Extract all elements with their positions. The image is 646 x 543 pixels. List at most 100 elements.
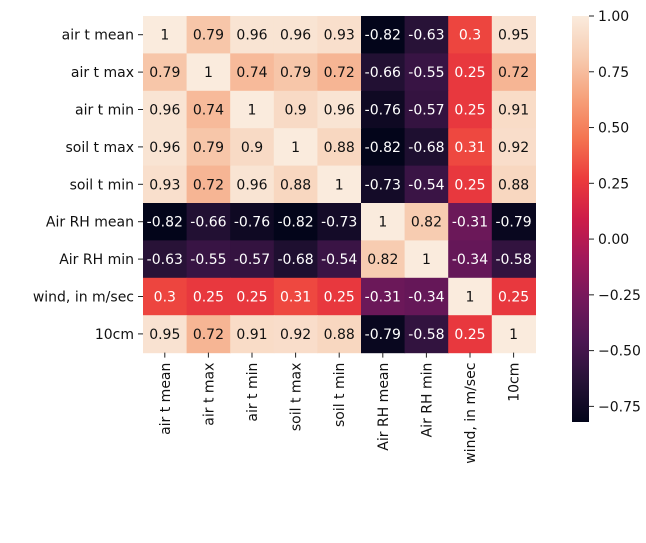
heatmap-cell [143,53,188,92]
cell-value-label: -0.31 [452,215,488,231]
cell-value-label: -0.54 [321,252,357,268]
cell-value-label: -0.82 [365,28,401,44]
heatmap-cell [491,128,536,167]
heatmap-cell [186,165,231,204]
cell-value-label: -0.54 [408,177,444,193]
heatmap-cell [404,165,449,204]
heatmap-cell [448,16,493,54]
heatmap-cell [186,53,231,92]
cell-value-label: 0.96 [280,28,311,44]
cell-value-label: -0.58 [408,327,444,343]
heatmap-cell [230,53,275,92]
cell-value-label: 0.92 [280,327,311,343]
heatmap-cell [361,16,406,54]
heatmap-cell [361,315,406,354]
cell-value-label: -0.68 [277,252,313,268]
cell-value-label: 0.9 [284,103,306,119]
row-label: air t max [71,65,134,81]
cell-value-label: -0.76 [365,103,401,119]
heatmap-cell [273,53,318,92]
cell-value-label: -0.55 [190,252,226,268]
column-label: 10cm [507,363,523,402]
heatmap-cell [230,165,275,204]
heatmap-cell [143,203,188,241]
heatmap-cell [273,165,318,204]
heatmap-cell [491,165,536,204]
heatmap-cell [143,240,188,279]
cell-value-label: -0.58 [495,252,531,268]
cell-value-label: 0.72 [498,65,529,81]
cell-value-label: 0.31 [280,290,311,306]
colorbar: 1.00 0.75 0.50 0.25 0.00 −0.25 −0.50 −0.75 [572,9,641,422]
heatmap-cell [273,16,318,54]
heatmap-cell [230,315,275,354]
heatmap-cell [186,90,231,129]
cell-value-label: -0.79 [495,215,531,231]
heatmap-cell [317,315,362,354]
cell-value-label: 0.25 [324,290,355,306]
heatmap-cell [317,240,362,279]
heatmap-cell [143,16,188,54]
cell-value-label: 1 [422,252,431,268]
heatmap-cell [491,90,536,129]
cell-value-label: 0.95 [149,327,180,343]
heatmap-cell [186,128,231,167]
heatmap-cell [186,203,231,241]
heatmap-cell [448,277,493,316]
cell-value-label: 0.96 [236,177,267,193]
heatmap-cell [448,240,493,279]
heatmap-cell [448,165,493,204]
cell-value-label: 0.96 [149,140,180,156]
row-label: wind, in m/sec [33,290,134,306]
cell-value-label: 0.25 [454,103,485,119]
heatmap-cell [361,165,406,204]
cell-value-label: 0.88 [498,177,529,193]
cell-value-label: 0.72 [193,177,224,193]
column-label: Air RH min [419,363,435,438]
heatmap-cell [273,128,318,167]
heatmap-cell [186,277,231,316]
heatmap-cell [317,90,362,129]
cell-value-label: 0.96 [149,103,180,119]
cell-value-label: 1 [466,290,475,306]
cell-value-label: 0.82 [411,215,442,231]
row-label: air t min [75,103,134,119]
cell-value-label: -0.82 [147,215,183,231]
heatmap-cell [143,165,188,204]
cell-value-label: 0.74 [236,65,267,81]
heatmap-cell [317,16,362,54]
column-label: air t mean [158,363,174,435]
heatmap-cell [448,315,493,354]
heatmap-cell [230,203,275,241]
cell-value-label: 0.79 [280,65,311,81]
heatmap-cell [491,240,536,279]
cell-value-label: 1 [204,65,213,81]
cell-value-label: 0.79 [149,65,180,81]
heatmap-cell [186,240,231,279]
heatmap-cell [491,53,536,92]
cell-value-label: -0.34 [452,252,488,268]
cell-value-label: -0.34 [408,290,444,306]
heatmap-cell [361,90,406,129]
heatmap-cell [143,315,188,354]
heatmap-cell [186,315,231,354]
column-label: air t max [201,363,217,426]
row-label: 10cm [95,327,134,343]
colorbar-tick-label: −0.25 [598,288,641,304]
column-label: soil t max [289,363,305,432]
heatmap-cell [448,203,493,241]
cell-value-label: 0.88 [280,177,311,193]
column-label: air t min [245,363,261,422]
cell-value-label: 1 [509,327,518,343]
cell-value-label: 0.72 [324,65,355,81]
cell-value-label: 0.92 [498,140,529,156]
heatmap-cell [404,53,449,92]
cell-value-label: 1 [335,177,344,193]
cell-value-label: -0.73 [321,215,357,231]
cell-value-label: -0.68 [408,140,444,156]
cell-value-label: 1 [248,103,257,119]
cell-value-label: 0.96 [236,28,267,44]
cell-value-label: -0.73 [365,177,401,193]
cell-value-label: -0.63 [408,28,444,44]
